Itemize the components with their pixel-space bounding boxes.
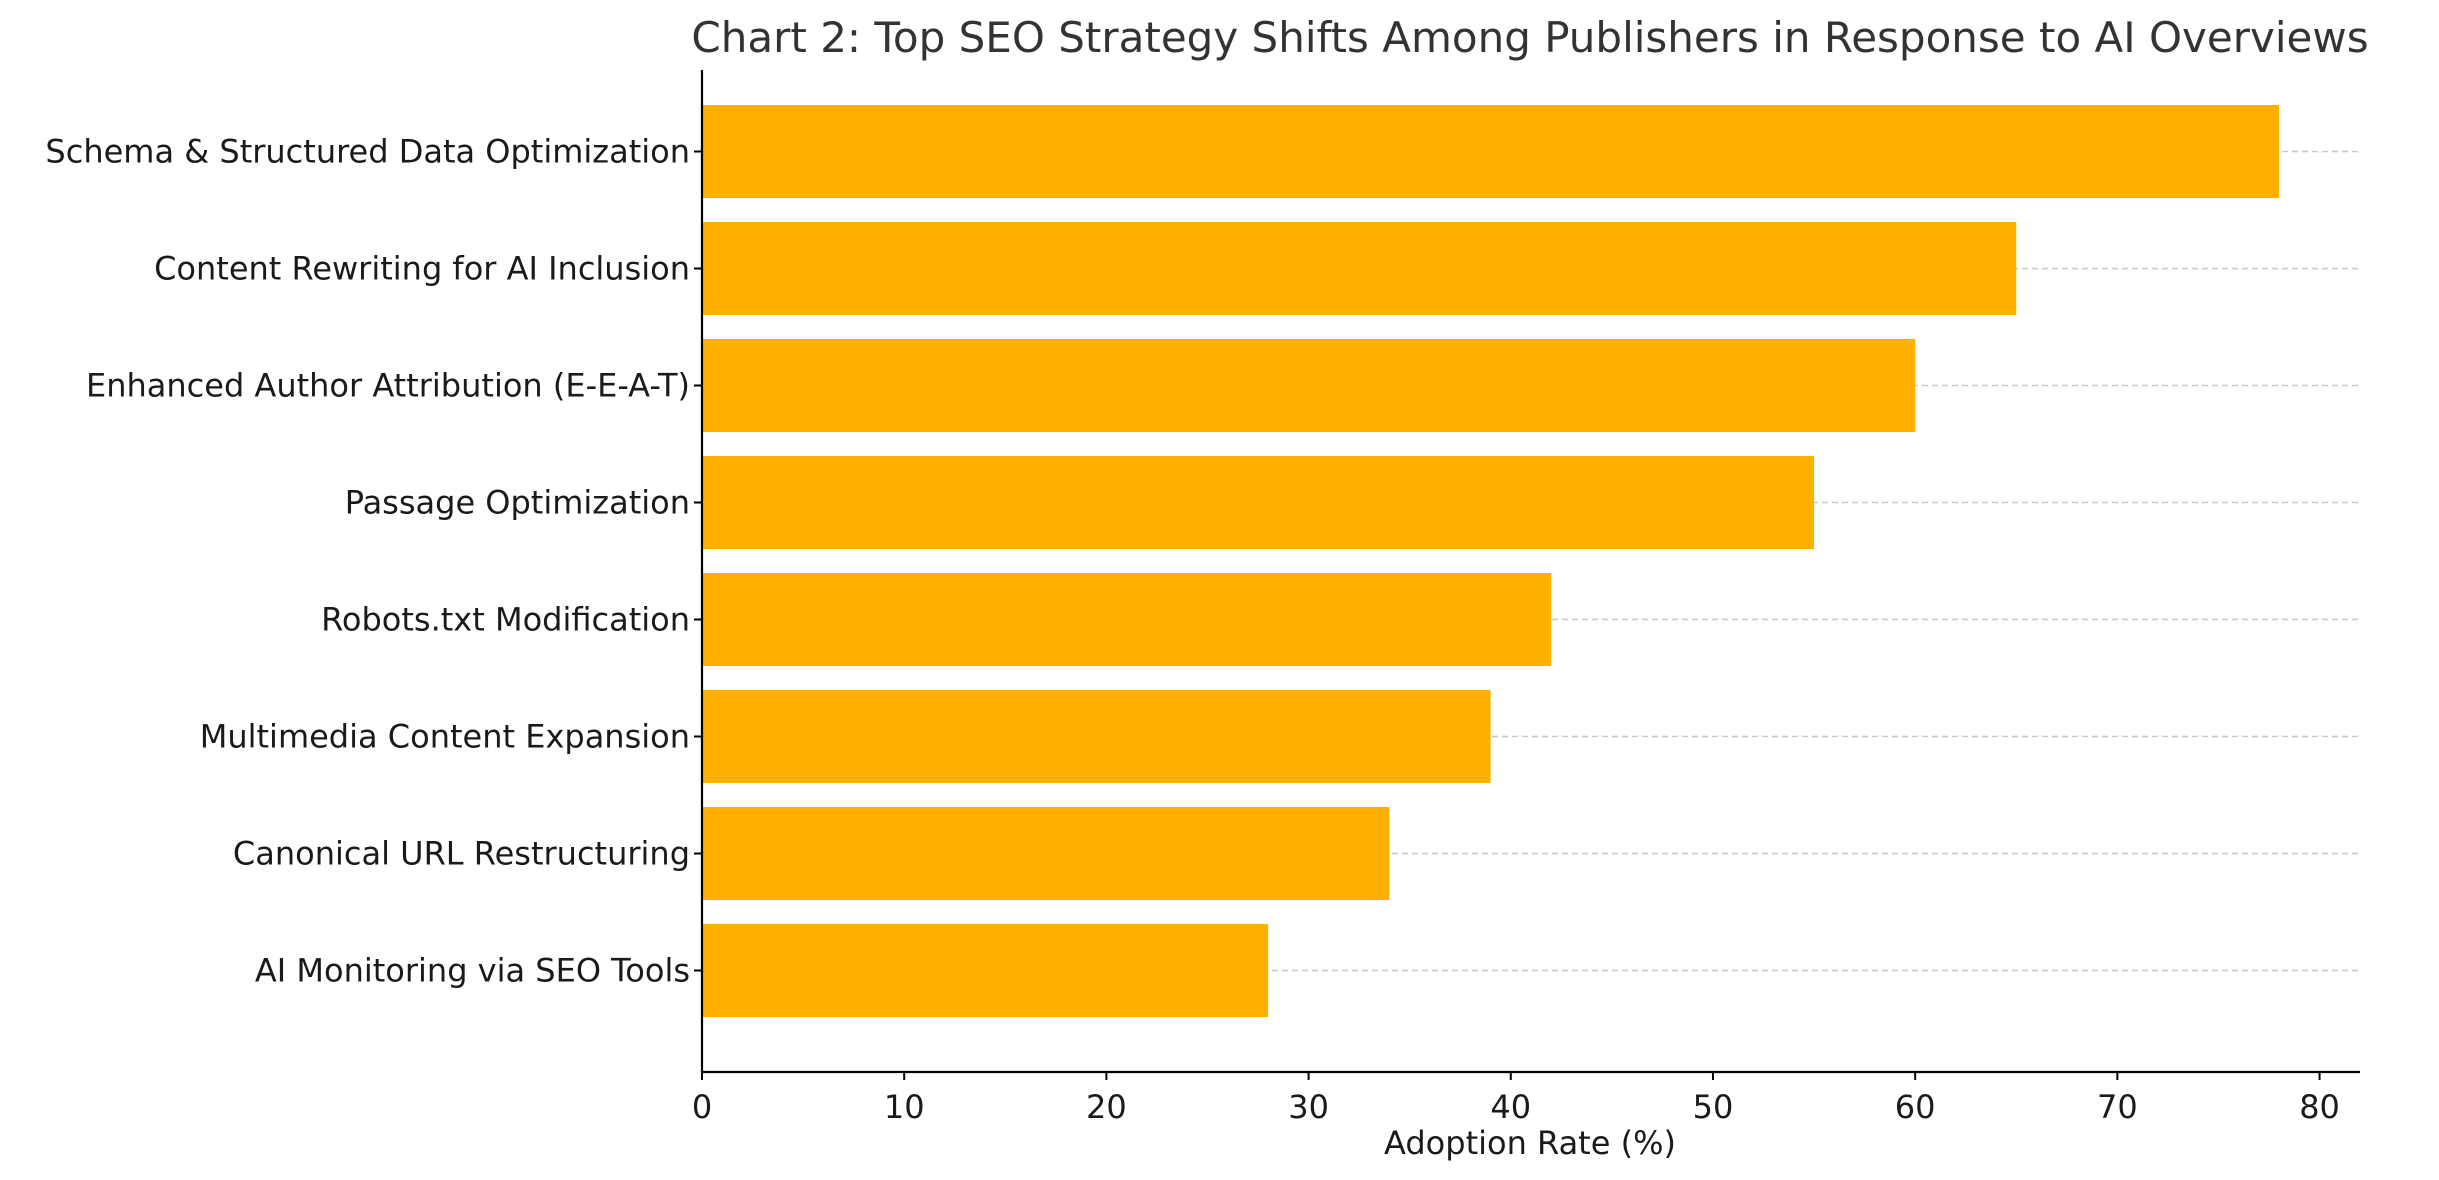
category-label: Canonical URL Restructuring [233, 835, 690, 873]
bar [702, 924, 1269, 1017]
x-tick-label: 70 [2097, 1088, 2138, 1126]
category-label: Schema & Structured Data Optimization [45, 133, 690, 171]
x-tick-label: 80 [2299, 1088, 2340, 1126]
axes-layer: Schema & Structured Data Optimization Con… [45, 70, 2360, 1126]
chart-title: Chart 2: Top SEO Strategy Shifts Among P… [691, 13, 2368, 62]
x-tick-label: 20 [1086, 1088, 1127, 1126]
bar [702, 105, 2280, 198]
bar [702, 690, 1491, 783]
category-label: AI Monitoring via SEO Tools [255, 952, 690, 990]
x-tick-label: 40 [1490, 1088, 1531, 1126]
bar [702, 807, 1390, 900]
x-tick-label: 60 [1895, 1088, 1936, 1126]
bar [702, 573, 1552, 666]
category-label: Enhanced Author Attribution (E-E-A-T) [86, 367, 690, 405]
x-tick-label: 50 [1693, 1088, 1734, 1126]
x-tick-label: 10 [884, 1088, 925, 1126]
bars-layer [702, 105, 2280, 1017]
x-axis-label: Adoption Rate (%) [1384, 1124, 1676, 1162]
bar [702, 222, 2017, 315]
bar [702, 456, 1815, 549]
category-label: Content Rewriting for AI Inclusion [154, 250, 690, 288]
x-tick-label: 0 [692, 1088, 712, 1126]
category-label: Passage Optimization [345, 484, 690, 522]
x-tick-label: 30 [1288, 1088, 1329, 1126]
category-label: Multimedia Content Expansion [200, 718, 690, 756]
bar [702, 339, 1916, 432]
category-label: Robots.txt Modification [321, 601, 690, 639]
